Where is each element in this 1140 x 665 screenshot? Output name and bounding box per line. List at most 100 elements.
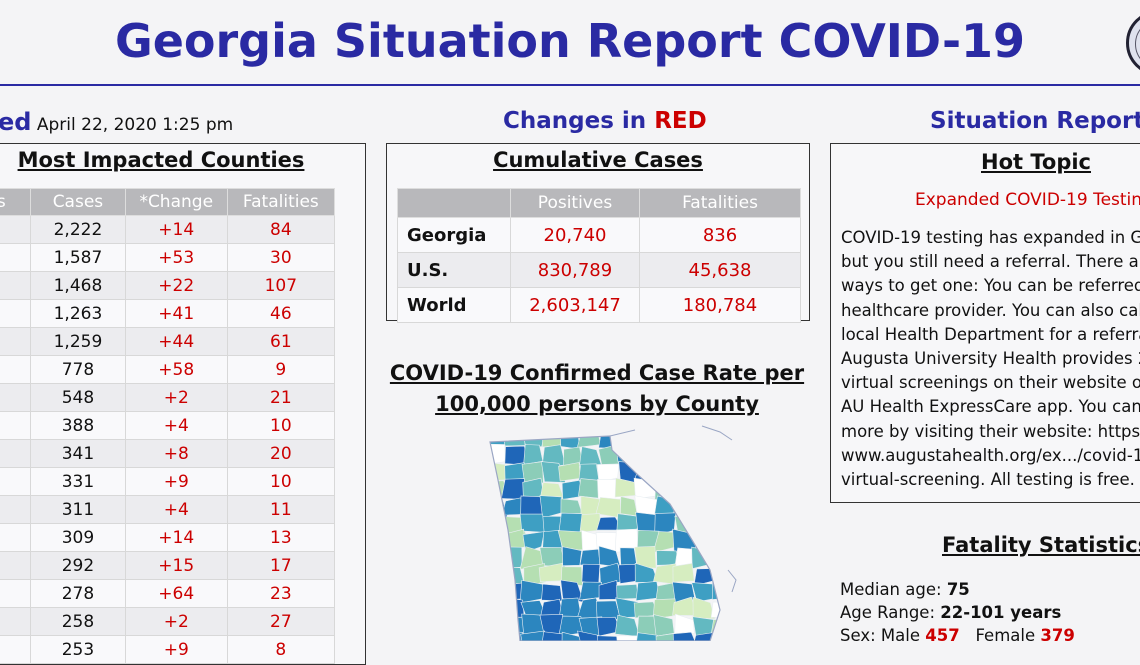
county-shape [490, 529, 507, 554]
county-shape [672, 631, 699, 641]
table-row: 253 +9 8 [0, 635, 336, 664]
change-cell: +8 [124, 439, 228, 468]
fatalities-cell: 30 [226, 243, 336, 272]
change-cell: +14 [124, 523, 228, 552]
county-shape [712, 531, 720, 548]
county-shape [713, 632, 720, 641]
fatalities-cell: 13 [226, 523, 336, 552]
fatalities-cell: 107 [226, 271, 336, 300]
fatalities-cell: 9 [226, 355, 336, 384]
col-county: es [0, 188, 32, 216]
county-shape [709, 546, 720, 568]
county-shape [710, 513, 720, 535]
county-shape [692, 436, 713, 451]
county-shape [710, 601, 720, 618]
cases-cell: 1,263 [30, 299, 126, 328]
county-shape [616, 584, 639, 600]
county-shape [673, 461, 695, 483]
county-shape [490, 512, 507, 535]
county-shape [690, 516, 718, 532]
fatalities-cell: 17 [226, 551, 336, 580]
age-range-label: Age Range: [840, 603, 936, 622]
hot-topic-subtitle: Expanded COVID-19 Testin [915, 190, 1140, 210]
male-count: 457 [925, 626, 960, 645]
county-shape [579, 446, 602, 467]
fatalities-cell: 46 [226, 299, 336, 328]
sex-label: Sex: Male [840, 626, 920, 645]
cases-cell: 388 [30, 411, 126, 440]
county-shape [598, 436, 620, 450]
fatalities-cell: 23 [226, 579, 336, 608]
county-shape [671, 478, 698, 503]
col-cum-fatalities: Fatalities [639, 188, 801, 218]
county-shape [656, 462, 678, 484]
county-shape [690, 444, 715, 465]
table-row: 311 +4 11 [0, 495, 336, 524]
hot-topic-line: virtual-screening. All testing is free. [841, 470, 1135, 490]
county-shape [523, 444, 544, 466]
table-row: 258 +2 27 [0, 607, 336, 636]
updated-timestamp: ed April 22, 2020 1:25 pm [0, 108, 233, 136]
hot-topic-line: ways to get one: You can be referred [841, 276, 1140, 296]
table-row: 548 +2 21 [0, 383, 336, 412]
county-shape [652, 436, 676, 451]
cases-cell: 1,587 [30, 243, 126, 272]
county-shape [596, 635, 622, 641]
county-shape [502, 597, 525, 619]
hot-topic-line: but you still need a referral. There ar [841, 252, 1140, 272]
cases-cell: 1,468 [30, 271, 126, 300]
col-positives: Positives [510, 188, 640, 218]
county-shape [671, 444, 697, 467]
cases-cell: 311 [30, 495, 126, 524]
county-shape [692, 494, 714, 519]
cases-cell: 258 [30, 607, 126, 636]
change-cell: +53 [124, 243, 228, 272]
county-cell: rty [0, 271, 32, 300]
county-shape [490, 565, 507, 588]
county-cell [0, 411, 32, 440]
county-shape [490, 598, 508, 618]
cases-cell: 778 [30, 355, 126, 384]
county-shape [541, 583, 563, 602]
table-row: 1,259 +44 61 [0, 327, 336, 356]
county-shape [490, 617, 509, 637]
county-cell [0, 607, 32, 636]
change-cell: +4 [124, 411, 228, 440]
region-cell: World [397, 287, 511, 323]
fatalities-cell: 84 [226, 215, 336, 244]
county-shape [490, 579, 504, 602]
changes-highlight: RED [654, 108, 707, 134]
sex-line: Sex: Male 457 Female 379 [840, 626, 1075, 645]
table-row: Georgia 20,740 836 [397, 217, 801, 253]
change-cell: +9 [124, 467, 228, 496]
fatalities-cell: 11 [226, 495, 336, 524]
county-cell [0, 243, 32, 272]
county-shape [490, 548, 505, 567]
cases-cell: 292 [30, 551, 126, 580]
county-shape [673, 497, 698, 515]
cases-cell: 278 [30, 579, 126, 608]
map-title-line2: 100,000 persons by County [435, 392, 759, 416]
county-shape [709, 479, 720, 500]
county-shape [672, 436, 697, 450]
county-shape [692, 461, 715, 480]
hot-topic-line: virtual screenings on their website or [841, 373, 1140, 393]
fatalities-cell: 27 [226, 607, 336, 636]
county-cell [0, 551, 32, 580]
region-cell: U.S. [397, 252, 511, 288]
county-shape [519, 513, 547, 533]
county-shape [691, 481, 715, 499]
county-shape [712, 445, 720, 468]
positives-cell: 2,603,147 [510, 287, 640, 323]
region-cell: Georgia [397, 217, 511, 253]
county-shape [581, 563, 601, 585]
changes-note: Changes in RED [503, 108, 707, 134]
median-age-value: 75 [946, 580, 970, 599]
county-cell: nd [0, 523, 32, 552]
county-shape [634, 632, 658, 641]
hot-topic-line: local Health Department for a referra [841, 324, 1140, 344]
county-shape [562, 546, 582, 566]
cases-cell: 548 [30, 383, 126, 412]
